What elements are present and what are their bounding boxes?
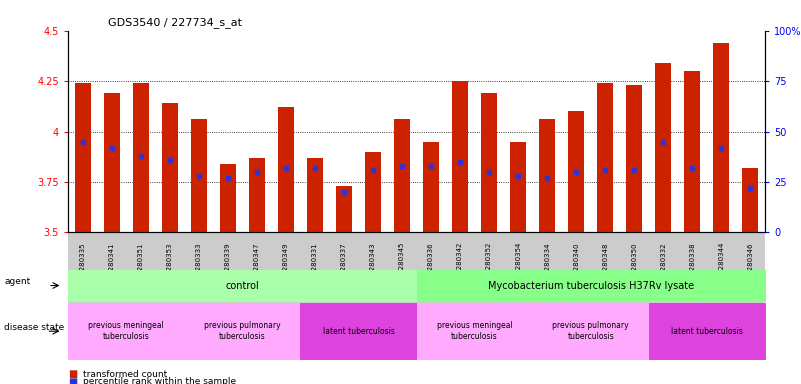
Bar [74, 83, 91, 232]
Bar [249, 158, 265, 232]
Bar [219, 164, 235, 232]
Text: percentile rank within the sample: percentile rank within the sample [83, 377, 235, 384]
Text: latent tuberculosis: latent tuberculosis [671, 327, 743, 336]
Text: transformed count: transformed count [83, 370, 167, 379]
Bar [714, 43, 730, 232]
Text: control: control [225, 280, 260, 291]
Bar [568, 111, 584, 232]
Text: agent: agent [4, 277, 30, 286]
Bar [307, 158, 323, 232]
Bar [394, 119, 410, 232]
Text: previous meningeal
tuberculosis: previous meningeal tuberculosis [437, 321, 513, 341]
Bar [133, 83, 149, 232]
Bar [743, 168, 759, 232]
Bar [539, 119, 555, 232]
Bar [684, 71, 700, 232]
Text: previous meningeal
tuberculosis: previous meningeal tuberculosis [88, 321, 164, 341]
Text: ■: ■ [68, 377, 78, 384]
Bar [510, 142, 526, 232]
Text: previous pulmonary
tuberculosis: previous pulmonary tuberculosis [553, 321, 629, 341]
Bar [278, 107, 294, 232]
Bar [191, 119, 207, 232]
Bar [365, 152, 381, 232]
Text: previous pulmonary
tuberculosis: previous pulmonary tuberculosis [204, 321, 280, 341]
Text: ■: ■ [68, 369, 78, 379]
Bar [598, 83, 614, 232]
Text: disease state: disease state [4, 323, 64, 332]
Text: GDS3540 / 227734_s_at: GDS3540 / 227734_s_at [108, 17, 242, 28]
Bar [162, 103, 178, 232]
Bar [103, 93, 119, 232]
Text: Mycobacterium tuberculosis H37Rv lysate: Mycobacterium tuberculosis H37Rv lysate [488, 280, 694, 291]
Bar [336, 186, 352, 232]
Bar [626, 85, 642, 232]
Bar [481, 93, 497, 232]
Bar [655, 63, 671, 232]
Bar [452, 81, 468, 232]
Bar [423, 142, 439, 232]
Text: latent tuberculosis: latent tuberculosis [323, 327, 394, 336]
